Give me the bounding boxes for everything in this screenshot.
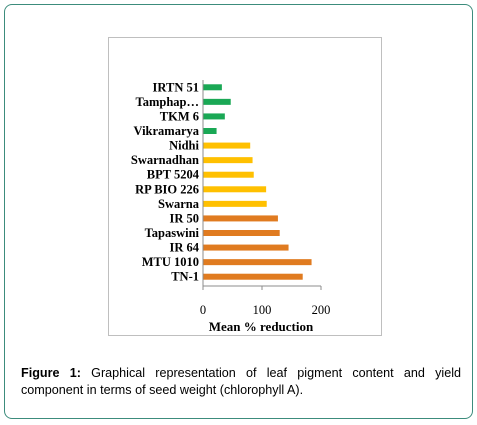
x-tick-label: 100: [253, 303, 272, 317]
x-axis-title: Mean % reduction: [209, 319, 314, 334]
category-label: Nidhi: [169, 139, 199, 153]
caption-text: Graphical representation of leaf pigment…: [21, 366, 461, 397]
x-tick-label: 0: [200, 303, 206, 317]
category-label: Vikramarya: [134, 124, 200, 138]
category-label: IRTN 51: [153, 80, 199, 94]
bar-0: [203, 84, 222, 91]
category-label: Swarnadhan: [131, 153, 199, 167]
bars-group: [203, 84, 312, 280]
bar-5: [203, 157, 253, 164]
x-axis-ticks: 0 100 200: [200, 286, 331, 317]
category-label: TN-1: [171, 270, 199, 284]
category-label: RP BIO 226: [135, 182, 199, 196]
category-label: TKM 6: [160, 109, 199, 123]
category-label: Tamphap…: [136, 95, 199, 109]
bar-2: [203, 113, 225, 120]
category-label: MTU 1010: [142, 255, 199, 269]
category-label: IR 64: [169, 241, 199, 255]
category-label: Swarna: [158, 197, 200, 211]
bar-9: [203, 215, 278, 222]
bar-11: [203, 244, 289, 251]
bar-1: [203, 98, 231, 105]
bar-6: [203, 171, 254, 178]
plot-frame: [108, 37, 382, 336]
figure-caption: Figure 1: Graphical representation of le…: [21, 365, 461, 399]
bar-12: [203, 259, 312, 266]
bar-3: [203, 128, 217, 134]
bar-7: [203, 186, 267, 193]
category-label: Tapaswini: [145, 226, 200, 240]
category-label: IR 50: [169, 211, 199, 225]
caption-label: Figure 1:: [21, 366, 81, 380]
x-tick-label: 200: [312, 303, 331, 317]
category-label: BPT 5204: [147, 168, 200, 182]
figure-card: [4, 4, 473, 419]
bar-8: [203, 200, 267, 207]
bar-13: [203, 273, 303, 280]
bar-10: [203, 230, 280, 236]
bar-4: [203, 142, 251, 149]
